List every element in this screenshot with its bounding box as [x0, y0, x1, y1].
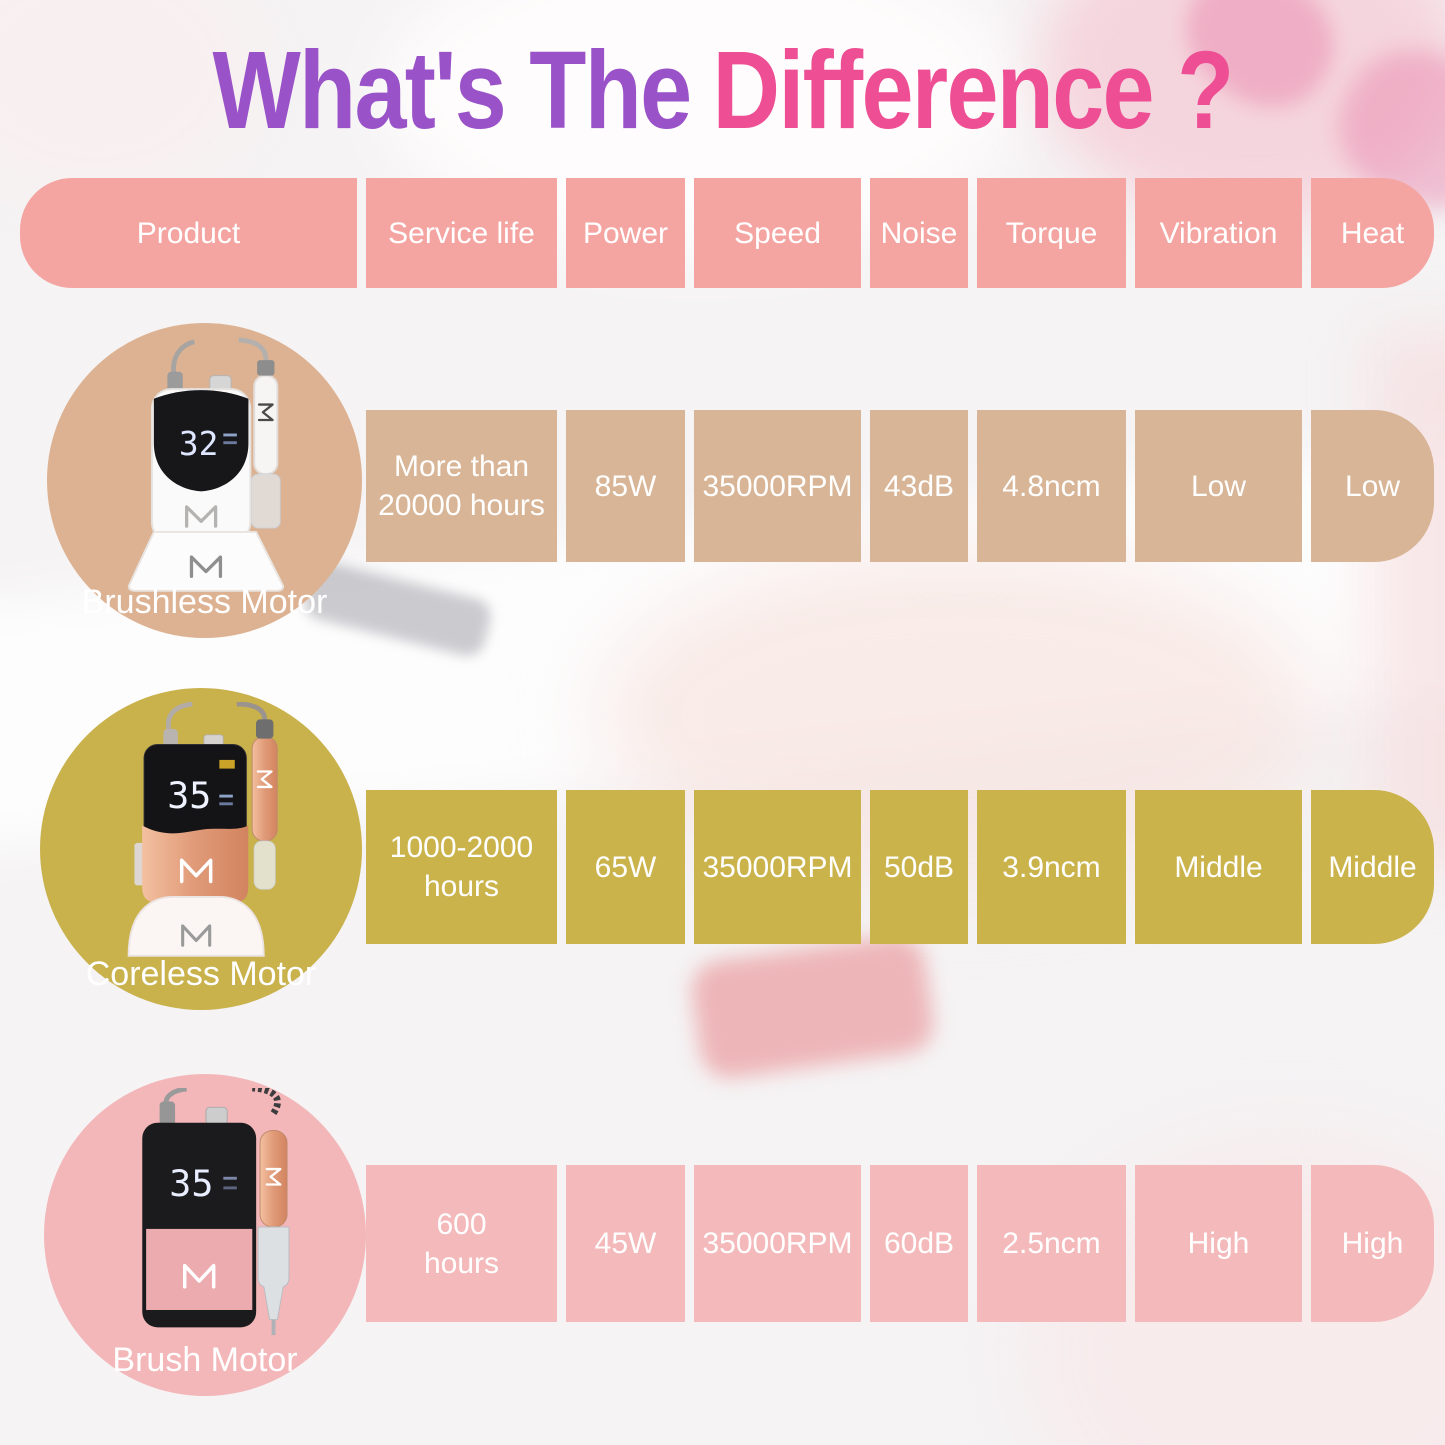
nail-drill-rosegold-illustration: 35 [127, 702, 278, 957]
m-logo-icon [181, 924, 212, 947]
header-cell-power: Power [566, 178, 685, 288]
cell-speed: 35000RPM [694, 790, 861, 944]
cell-service-life: 1000-2000 hours [366, 790, 557, 944]
cell-torque: 4.8ncm [977, 410, 1126, 562]
cord-plug-icon [159, 1101, 176, 1127]
drill-bit [271, 1319, 276, 1336]
header-cell-product: Product [20, 178, 357, 288]
table-header-row: Product Service life Power Speed Noise T… [20, 178, 1434, 288]
m-logo-rotated-icon [265, 1167, 282, 1186]
m-logo-icon [184, 505, 217, 528]
cell-power: 45W [566, 1165, 685, 1322]
screen-value: 35 [169, 1162, 213, 1205]
header-cell-service-life: Service life [366, 178, 557, 288]
product-image-brushless: 32 Brushless Motor [47, 323, 362, 638]
cell-torque: 3.9ncm [977, 790, 1126, 944]
m-logo-icon [182, 1263, 216, 1289]
cell-heat: Middle [1311, 790, 1434, 944]
screen-value: 35 [167, 774, 211, 817]
cell-noise: 43dB [870, 410, 968, 562]
cell-noise: 60dB [870, 1165, 968, 1322]
cell-noise: 50dB [870, 790, 968, 944]
title-part-2: Difference ? [712, 29, 1235, 152]
header-cell-torque: Torque [977, 178, 1126, 288]
header-cell-speed: Speed [694, 178, 861, 288]
cell-vibration: High [1135, 1165, 1302, 1322]
table-row-brush: 600 hours 45W 35000RPM 60dB 2.5ncm High … [366, 1165, 1434, 1322]
page-title: What's The Difference ? [108, 28, 1336, 155]
side-latch [134, 842, 145, 886]
m-logo-icon [179, 858, 213, 884]
nail-drill-pink-illustration: 35 [142, 1088, 290, 1336]
cell-vibration: Middle [1135, 790, 1302, 944]
handpiece-lower [257, 1226, 290, 1321]
handpiece [252, 374, 278, 476]
handpiece-holder [250, 473, 281, 529]
table-row-coreless: 1000-2000 hours 65W 35000RPM 50dB 3.9ncm… [366, 790, 1434, 944]
handpiece-coil [256, 719, 274, 739]
product-label: Brush Motor [112, 1341, 298, 1379]
cell-service-life: 600 hours [366, 1165, 557, 1322]
cell-power: 85W [566, 410, 685, 562]
handpiece-coil [256, 360, 274, 376]
product-label: Coreless Motor [85, 955, 317, 993]
product-label: Brushless Motor [81, 583, 328, 621]
handpiece [251, 736, 278, 842]
m-logo-rotated-icon [256, 770, 273, 789]
device-screen [153, 390, 248, 492]
cell-speed: 35000RPM [694, 410, 861, 562]
cell-heat: Low [1311, 410, 1434, 562]
charging-base [127, 895, 265, 957]
product-image-coreless: 35 Coreless Motor [40, 688, 362, 1010]
device-body [142, 825, 249, 903]
knob [205, 1106, 228, 1126]
table-row-brushless: More than 20000 hours 85W 35000RPM 43dB … [366, 410, 1434, 562]
header-cell-noise: Noise [870, 178, 968, 288]
cell-speed: 35000RPM [694, 1165, 861, 1322]
coiled-cord-icon [252, 1088, 281, 1115]
header-cell-heat: Heat [1311, 178, 1434, 288]
m-logo-icon [189, 555, 222, 579]
product-image-brush: 35 Brush Motor [44, 1074, 366, 1396]
handpiece-tip [253, 840, 276, 890]
bg-red-nail-blob [687, 932, 938, 1082]
header-cell-vibration: Vibration [1135, 178, 1302, 288]
m-logo-rotated-icon [257, 403, 274, 422]
device-body-panel [146, 1228, 253, 1310]
nail-drill-white-illustration: 32 [127, 337, 284, 592]
title-part-1: What's The [212, 29, 692, 152]
charging-base [127, 530, 284, 592]
cell-power: 65W [566, 790, 685, 944]
screen-value: 32 [178, 425, 218, 463]
cell-service-life: More than 20000 hours [366, 410, 557, 562]
cell-heat: High [1311, 1165, 1434, 1322]
cell-vibration: Low [1135, 410, 1302, 562]
cell-torque: 2.5ncm [977, 1165, 1126, 1322]
